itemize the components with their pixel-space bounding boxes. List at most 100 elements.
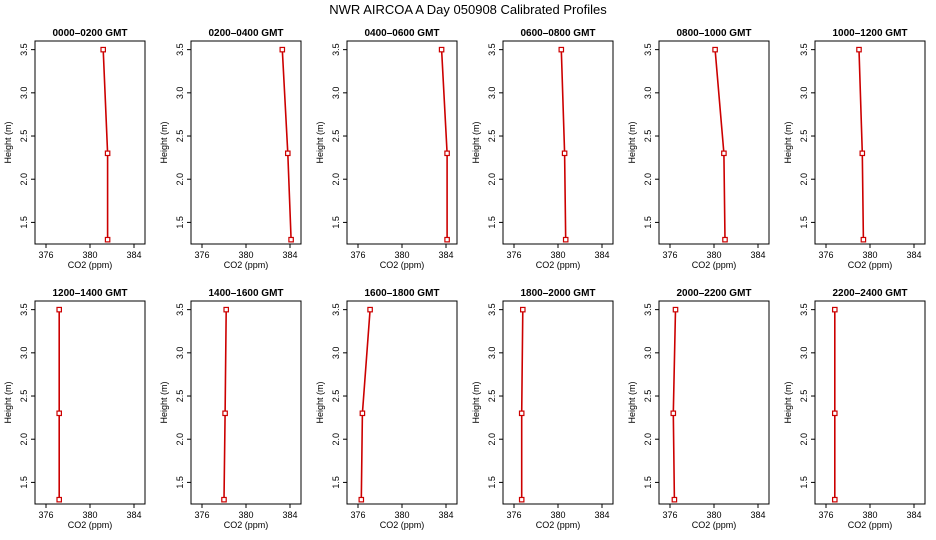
y-tick-label: 3.0 [643, 347, 653, 360]
x-axis-label: CO2 (ppm) [68, 520, 113, 530]
x-axis-label: CO2 (ppm) [224, 520, 269, 530]
y-tick-label: 2.0 [799, 173, 809, 186]
y-axis-label: Height (m) [471, 121, 481, 163]
x-axis-label: CO2 (ppm) [692, 520, 737, 530]
y-tick-label: 1.5 [19, 216, 29, 229]
panel-title: 1800–2000 GMT [520, 288, 595, 299]
x-tick-label: 384 [594, 510, 609, 520]
y-tick-label: 2.5 [799, 130, 809, 143]
subplot-11: 2000–2200 GMT 376 380 384 CO2 (ppm) 1.5 2.0 2.5… [627, 288, 770, 530]
plot-frame [346, 40, 458, 245]
y-tick-label: 2.5 [175, 390, 185, 403]
subplot-2: 0200–0400 GMT 376 380 384 CO2 (ppm) 1.5 2.0 2.5… [159, 28, 302, 270]
y-tick-label: 3.5 [331, 303, 341, 316]
data-point [222, 410, 228, 417]
plot-frame [34, 40, 146, 245]
y-tick-label: 3.0 [799, 87, 809, 100]
x-tick-label: 380 [706, 510, 721, 520]
panel-title: 2200–2400 GMT [832, 288, 907, 299]
y-tick-label: 2.0 [19, 173, 29, 186]
data-point [221, 496, 227, 503]
data-point [279, 46, 286, 53]
y-axis-label: Height (m) [783, 121, 793, 163]
y-tick-label: 2.0 [643, 173, 653, 186]
panel-title: 0200–0400 GMT [208, 28, 283, 39]
subplot-7: 1200–1400 GMT 376 380 384 CO2 (ppm) 1.5 2.0 2.5… [3, 288, 146, 530]
data-point [223, 306, 230, 313]
subplot-1: 0000–0200 GMT 376 380 384 CO2 (ppm) 1.5 2.0 2.5… [3, 28, 146, 270]
data-point [367, 306, 373, 313]
y-tick-label: 3.0 [799, 347, 809, 360]
x-axis-label: CO2 (ppm) [380, 520, 425, 530]
data-point [721, 150, 727, 157]
data-point [831, 306, 838, 313]
x-tick-label: 384 [750, 250, 765, 260]
data-point [558, 46, 565, 53]
x-tick-label: 380 [394, 250, 409, 260]
data-point [672, 306, 679, 313]
x-tick-label: 384 [126, 510, 141, 520]
profile-line [560, 49, 567, 240]
profile-line [520, 309, 524, 500]
x-tick-label: 376 [350, 250, 365, 260]
y-tick-label: 3.0 [331, 87, 341, 100]
x-axis-label: CO2 (ppm) [848, 260, 893, 270]
x-tick-label: 380 [862, 510, 877, 520]
x-tick-label: 376 [662, 250, 677, 260]
y-tick-label: 2.5 [175, 130, 185, 143]
x-axis-label: CO2 (ppm) [380, 260, 425, 270]
x-tick-label: 384 [750, 510, 765, 520]
profile-line [281, 49, 292, 240]
data-point [712, 46, 718, 53]
data-point [722, 236, 728, 243]
data-point [104, 150, 111, 157]
panel-title: 0000–0200 GMT [52, 28, 127, 39]
y-tick-label: 2.5 [487, 130, 497, 143]
profile-line [102, 49, 109, 240]
y-tick-label: 3.5 [19, 303, 29, 316]
data-point [358, 496, 365, 503]
y-tick-label: 2.5 [799, 390, 809, 403]
y-axis-label: Height (m) [783, 381, 793, 423]
data-point [518, 410, 525, 417]
y-tick-label: 2.5 [331, 390, 341, 403]
x-tick-label: 376 [194, 250, 209, 260]
y-tick-label: 2.5 [331, 130, 341, 143]
y-tick-label: 1.5 [799, 476, 809, 489]
data-point [444, 236, 450, 243]
panel-title: 0600–0800 GMT [520, 28, 595, 39]
y-axis-label: Height (m) [3, 381, 13, 423]
plot-frame [658, 40, 770, 245]
y-tick-label: 3.5 [175, 303, 185, 316]
y-tick-label: 3.5 [643, 303, 653, 316]
panel-title: 1000–1200 GMT [832, 28, 907, 39]
y-tick-label: 2.0 [643, 433, 653, 446]
y-axis-label: Height (m) [315, 121, 325, 163]
plot-frame [34, 300, 146, 505]
x-tick-label: 384 [126, 250, 141, 260]
y-tick-label: 3.0 [175, 87, 185, 100]
y-tick-label: 1.5 [331, 216, 341, 229]
x-tick-label: 376 [818, 510, 833, 520]
x-tick-label: 376 [194, 510, 209, 520]
y-tick-label: 3.5 [487, 43, 497, 56]
data-point [438, 46, 445, 53]
y-tick-label: 2.5 [643, 130, 653, 143]
x-axis-label: CO2 (ppm) [536, 520, 581, 530]
x-tick-label: 380 [238, 250, 253, 260]
y-tick-label: 2.0 [487, 173, 497, 186]
x-tick-label: 384 [906, 510, 921, 520]
y-tick-label: 2.0 [175, 173, 185, 186]
x-tick-label: 376 [350, 510, 365, 520]
y-tick-label: 2.5 [19, 390, 29, 403]
y-tick-label: 3.0 [19, 347, 29, 360]
y-tick-label: 2.0 [487, 433, 497, 446]
subplot-6: 1000–1200 GMT 376 380 384 CO2 (ppm) 1.5 2.0 2.5… [783, 28, 926, 270]
panel-title: 2000–2200 GMT [676, 288, 751, 299]
x-axis-label: CO2 (ppm) [692, 260, 737, 270]
x-tick-label: 376 [38, 250, 53, 260]
data-point [562, 236, 569, 243]
y-tick-label: 1.5 [487, 216, 497, 229]
x-tick-label: 380 [82, 250, 97, 260]
